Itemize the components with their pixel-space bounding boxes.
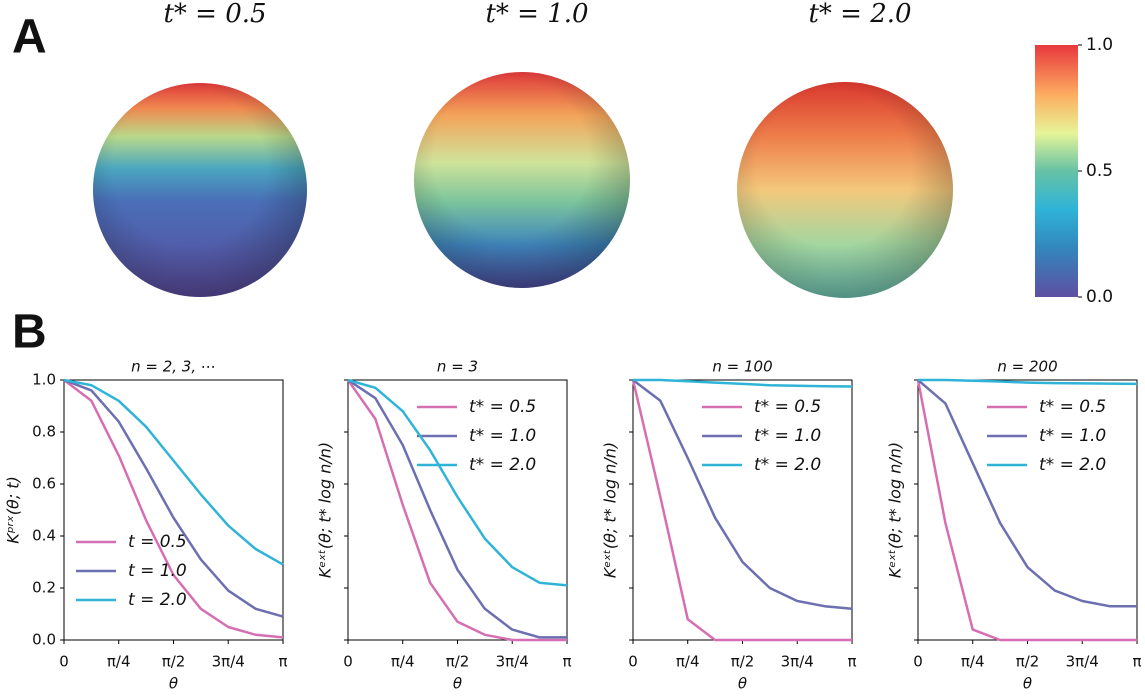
legend-label: t* = 2.0: [1039, 455, 1106, 475]
line: [63, 379, 284, 639]
y-tick-label: 0.6: [32, 475, 56, 493]
y-tick-label: 0.2: [32, 579, 56, 597]
legend-label: t* = 1.0: [754, 426, 821, 446]
colorbar-tick-label: 0.0: [1086, 287, 1113, 307]
line: [346, 379, 568, 642]
colorbar-tick-label: 1.0: [1086, 35, 1113, 55]
plot-frame: [347, 379, 568, 641]
colorbar: [1035, 45, 1078, 297]
legend-label: t* = 0.5: [1039, 397, 1106, 417]
legend-label: t* = 0.5: [754, 397, 821, 417]
line: [347, 378, 568, 639]
y-tick-label: 0.0: [32, 631, 56, 649]
y-axis-label: Kᵉˣᵗ(θ; t* log n/n): [601, 442, 620, 578]
sphere-title: t* = 2.0: [808, 0, 911, 29]
x-tick-label: π: [848, 653, 857, 671]
sphere-title: t* = 1.0: [485, 0, 588, 29]
plot-frame: [632, 379, 853, 641]
legend-label: t* = 0.5: [469, 397, 536, 417]
x-tick-label: π/4: [961, 653, 985, 671]
x-tick-label: π/2: [731, 653, 755, 671]
line: [631, 379, 853, 642]
x-tick-label: 3π/4: [1066, 653, 1099, 671]
x-tick-label: π: [279, 653, 288, 671]
line: [63, 378, 284, 566]
panel-label: A: [12, 11, 47, 64]
line: [632, 379, 853, 611]
legend-label: t = 1.0: [128, 561, 187, 581]
x-tick-label: π/4: [107, 653, 131, 671]
panel-label: B: [12, 306, 47, 359]
sphere-title: t* = 0.5: [163, 0, 266, 29]
line: [916, 379, 1138, 642]
line: [917, 379, 1138, 608]
legend-label: t = 2.0: [128, 590, 187, 610]
line: [918, 378, 1138, 386]
line: [633, 378, 853, 388]
x-tick-label: 3π/4: [212, 653, 245, 671]
x-tick-label: π/4: [676, 653, 700, 671]
legend-label: t* = 1.0: [469, 426, 536, 446]
line: [63, 378, 284, 618]
sphere-shade: [93, 83, 307, 297]
chart-title: n = 3: [437, 358, 478, 376]
y-tick-label: 0.4: [32, 527, 56, 545]
x-tick-label: π/2: [446, 653, 470, 671]
x-tick-label: 0: [913, 653, 923, 671]
line: [347, 378, 568, 587]
y-axis-label: Kᵉˣᵗ(θ; t* log n/n): [886, 442, 905, 578]
sphere-shade: [737, 82, 953, 298]
x-tick-label: 0: [343, 653, 353, 671]
colorbar-tick-label: 0.5: [1086, 161, 1113, 181]
x-tick-label: π/4: [391, 653, 415, 671]
y-tick-label: 1.0: [32, 371, 56, 389]
x-tick-label: π/2: [1016, 653, 1040, 671]
x-tick-label: 3π/4: [496, 653, 529, 671]
legend-label: t* = 1.0: [1039, 426, 1106, 446]
legend-label: t* = 2.0: [469, 455, 536, 475]
x-tick-label: π: [1133, 653, 1142, 671]
chart-title: n = 100: [712, 358, 772, 376]
x-axis-label: θ: [169, 675, 178, 693]
x-axis-label: θ: [453, 675, 462, 693]
y-axis-label: Kᵉˣᵗ(θ; t* log n/n): [316, 442, 335, 578]
chart-title: n = 200: [997, 358, 1057, 376]
x-tick-label: π: [563, 653, 572, 671]
x-tick-label: π/2: [162, 653, 186, 671]
plot-frame: [917, 379, 1138, 641]
x-tick-label: 3π/4: [781, 653, 814, 671]
y-axis-label: Kᵖʳˣ(θ; t): [4, 476, 23, 544]
x-tick-label: 0: [628, 653, 638, 671]
legend-label: t* = 2.0: [754, 455, 821, 475]
y-tick-label: 0.8: [32, 423, 56, 441]
legend-label: t = 0.5: [128, 532, 187, 552]
x-tick-label: 0: [59, 653, 69, 671]
sphere-shade: [414, 72, 630, 288]
x-axis-label: θ: [738, 675, 747, 693]
chart-title: n = 2, 3, ⋯: [131, 358, 216, 376]
x-axis-label: θ: [1023, 675, 1032, 693]
